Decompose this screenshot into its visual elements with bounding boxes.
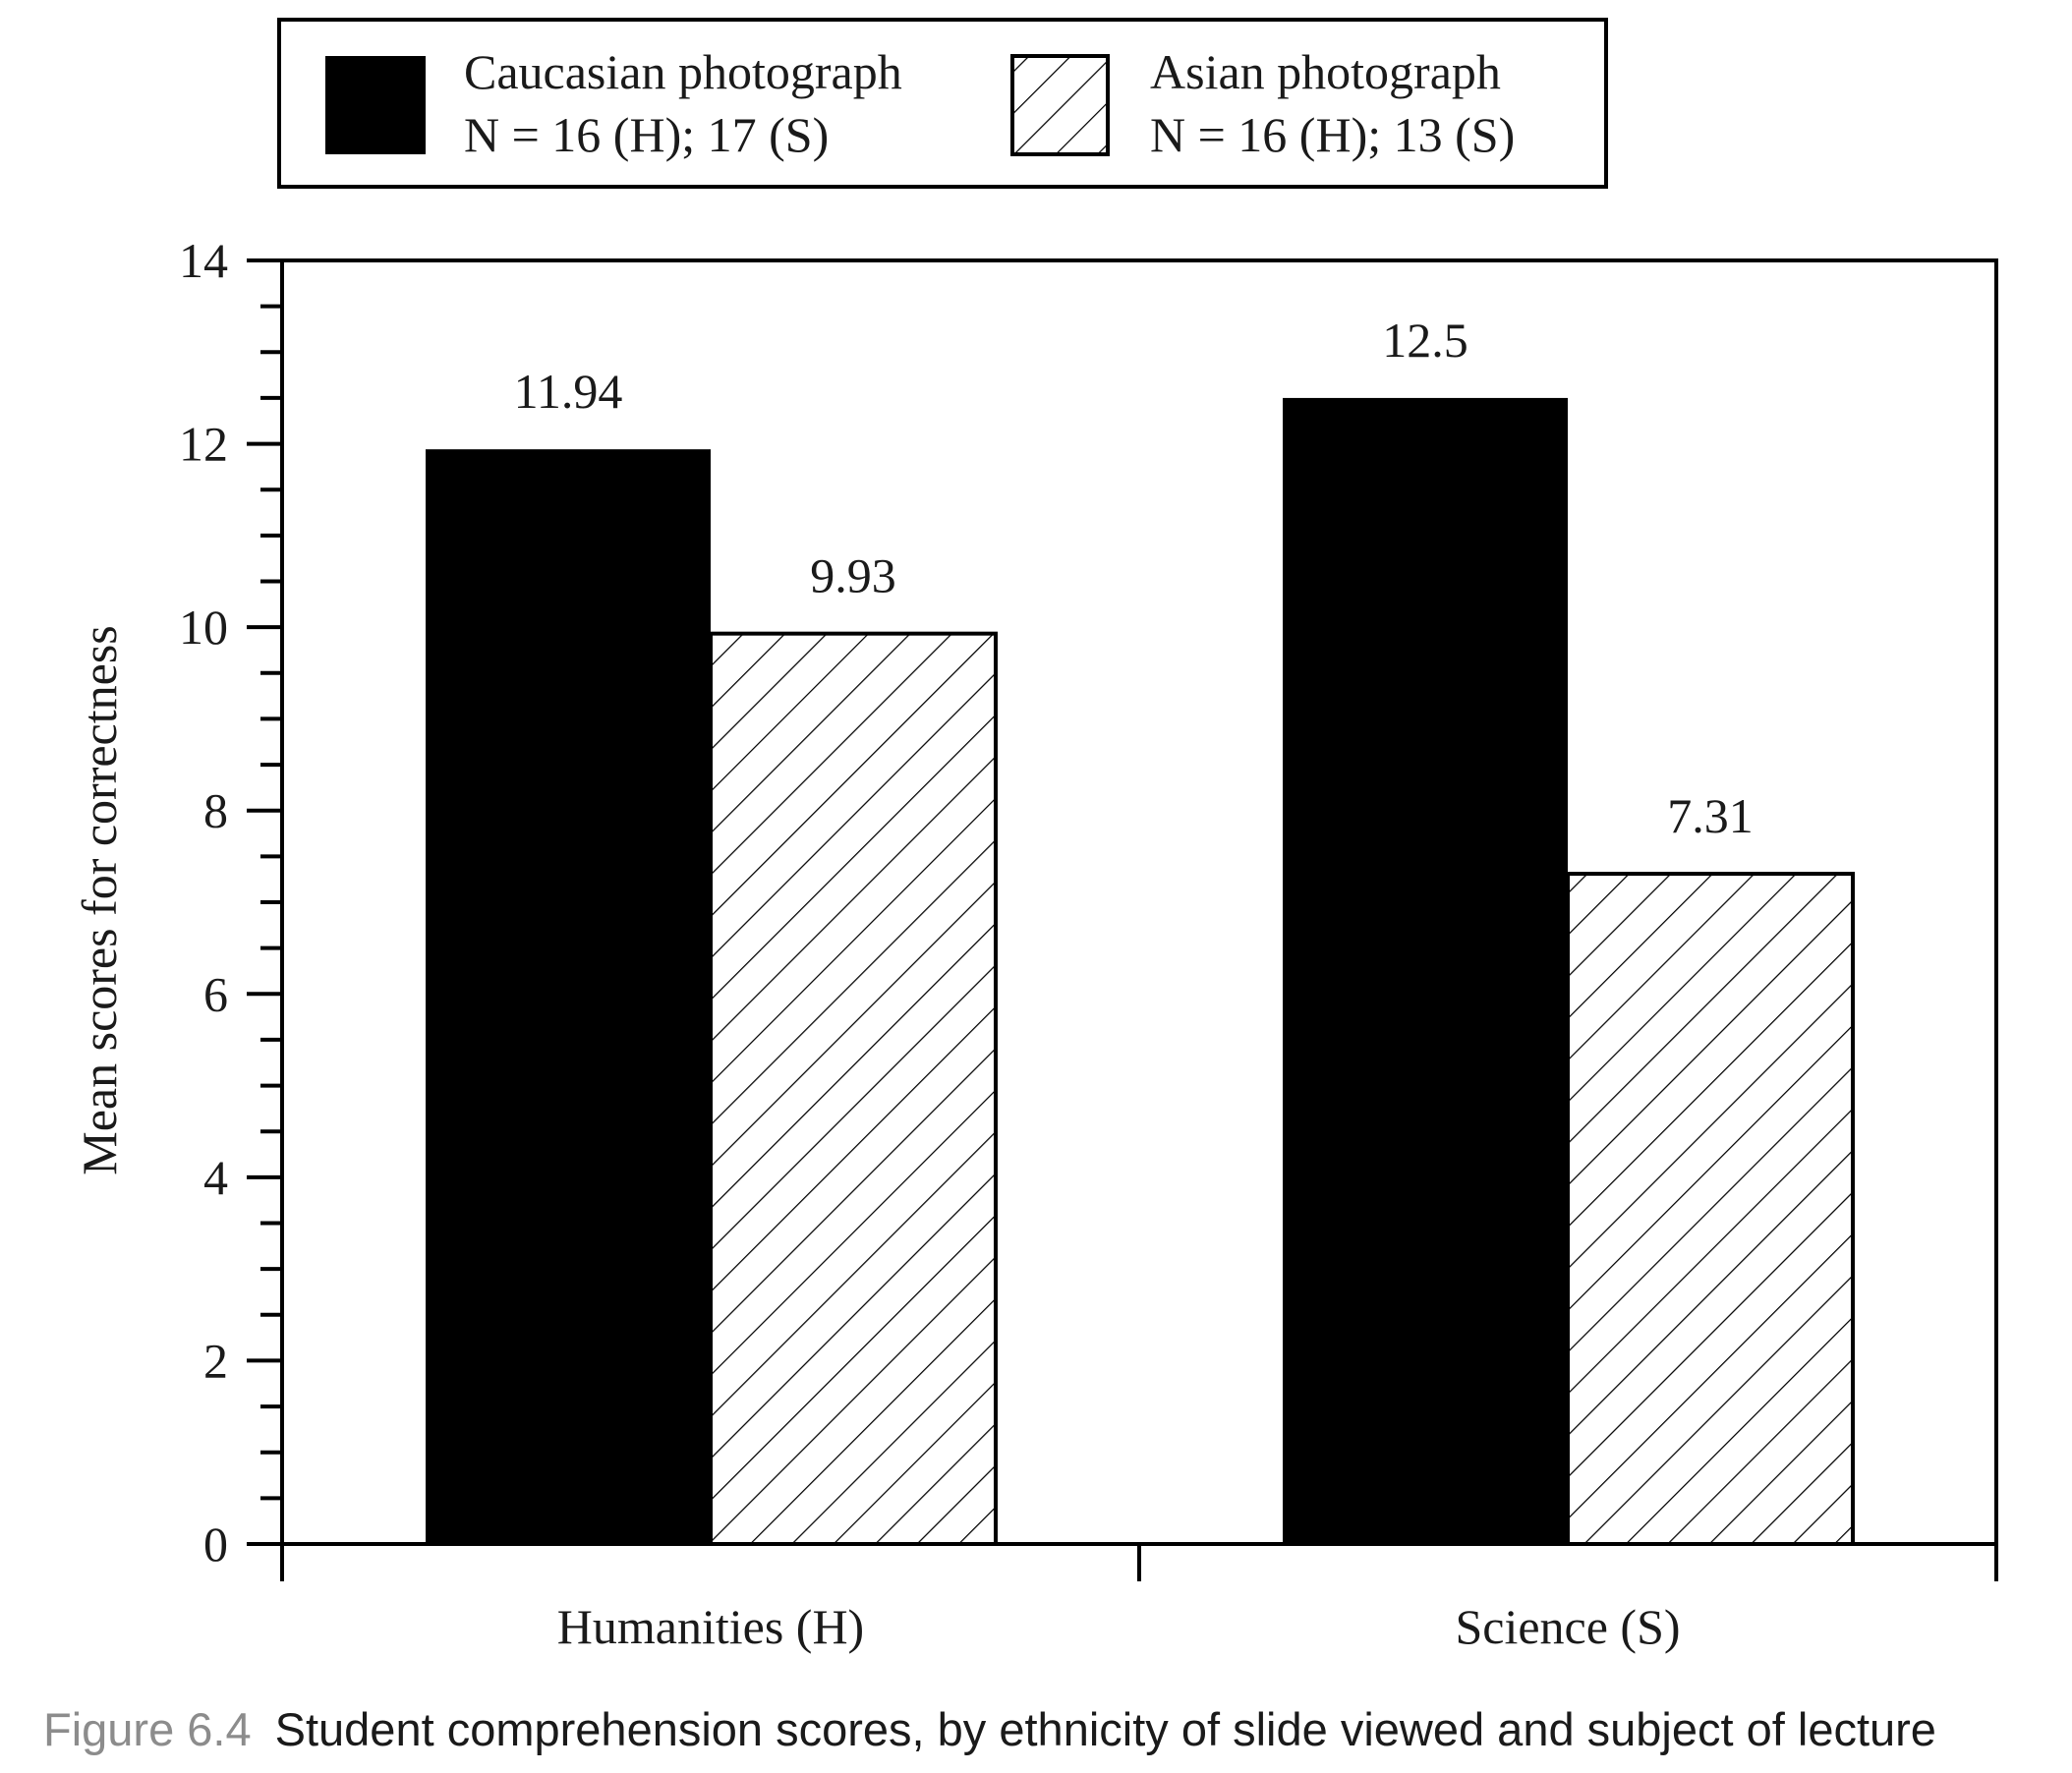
figure-caption-text: Student comprehension scores, by ethnici…: [274, 1703, 1936, 1755]
bar: [1283, 397, 1568, 1544]
bar-chart: Caucasian photograph N = 16 (H); 17 (S) …: [72, 18, 1998, 1654]
y-tick-label: 10: [179, 600, 228, 655]
figure-label: Figure 6.4: [43, 1703, 252, 1755]
legend-label-asian: Asian photograph: [1150, 44, 1501, 99]
x-category-label: Science (S): [1455, 1599, 1680, 1654]
y-tick-label: 2: [203, 1333, 228, 1388]
bar: [709, 631, 998, 1546]
bar-value-label: 11.94: [514, 364, 623, 419]
y-tick-label: 14: [179, 233, 228, 288]
legend-swatch-asian: [1010, 54, 1110, 156]
legend-sample-caucasian: N = 16 (H); 17 (S): [464, 107, 829, 162]
bar: [426, 449, 711, 1544]
y-tick-label: 4: [203, 1150, 228, 1205]
bar-value-label: 7.31: [1667, 788, 1754, 843]
legend: Caucasian photograph N = 16 (H); 17 (S) …: [277, 18, 1608, 189]
y-axis: 0 2 4 6 8 10 12 14: [179, 233, 282, 1572]
y-axis-title: Mean scores for correctness: [72, 625, 127, 1174]
y-tick-label: 0: [203, 1516, 228, 1572]
x-category-label: Humanities (H): [557, 1599, 864, 1654]
bar: [1566, 872, 1855, 1546]
legend-frame: [277, 18, 1608, 189]
y-tick-label: 12: [179, 417, 228, 472]
y-tick-label: 6: [203, 966, 228, 1021]
figure-caption: Figure 6.4 Student comprehension scores, …: [43, 1702, 2048, 1756]
legend-swatch-caucasian: [325, 56, 426, 154]
legend-label-caucasian: Caucasian photograph: [464, 44, 902, 99]
bar-value-label: 9.93: [810, 548, 896, 603]
legend-sample-asian: N = 16 (H); 13 (S): [1150, 107, 1515, 162]
bar-value-label: 12.5: [1382, 313, 1468, 368]
x-axis: Humanities (H) Science (S): [280, 1544, 1998, 1654]
y-tick-label: 8: [203, 783, 228, 838]
bars: 11.94 9.93 12.5 7.31: [426, 313, 1855, 1546]
